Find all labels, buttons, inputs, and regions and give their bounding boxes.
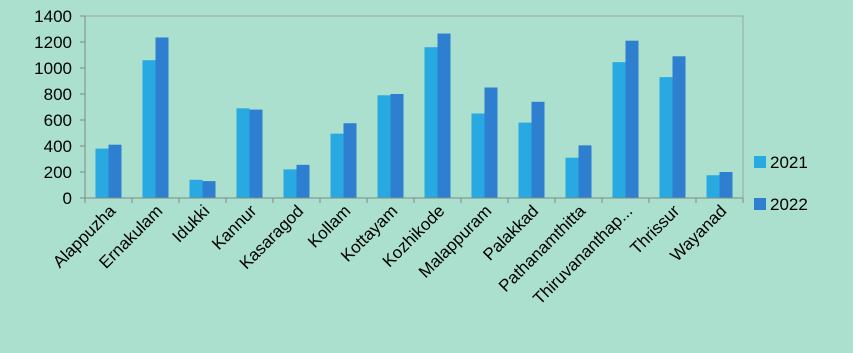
bar-2022-kozhikode: [437, 33, 451, 198]
y-tick-label: 1200: [34, 33, 72, 52]
bar-2022-kottayam: [390, 94, 404, 198]
bar-2022-kasaragod: [296, 164, 310, 198]
y-axis-ticks: 0 200 400 600 800 1000 1200 1400: [34, 7, 85, 208]
y-tick-label: 400: [44, 137, 72, 156]
legend: 2021 2022: [754, 153, 808, 214]
bar-2021-kasaragod: [283, 169, 297, 198]
y-tick-label: 1400: [34, 7, 72, 26]
legend-label-2021: 2021: [770, 153, 808, 172]
bar-2021-thiruvananthap: [612, 62, 626, 199]
legend-swatch-2022: [754, 198, 766, 210]
bar-2022-kollam: [343, 123, 357, 198]
bar-2022-kannur: [249, 109, 263, 198]
bar-2021-kollam: [330, 133, 344, 198]
bar-2022-alappuzha: [108, 144, 122, 198]
y-tick-label: 1000: [34, 59, 72, 78]
bar-2021-kottayam: [377, 95, 391, 198]
legend-swatch-2021: [754, 156, 766, 168]
bar-2021-kannur: [236, 108, 250, 198]
bar-2022-pathanamthitta: [578, 145, 592, 198]
y-tick-label: 200: [44, 163, 72, 182]
bar-2022-palakkad: [531, 101, 545, 198]
bar-2021-kozhikode: [424, 47, 438, 199]
bar-2021-ernakulam: [142, 60, 156, 199]
bar-2022-idukki: [202, 181, 216, 198]
bar-2021-thrissur: [659, 77, 673, 198]
y-tick-label: 600: [44, 111, 72, 130]
plot-area: [84, 15, 744, 199]
bar-2021-malappuram: [471, 113, 485, 198]
x-tick-label: Idukki: [168, 201, 213, 246]
bars-group: [95, 33, 733, 199]
bar-2021-alappuzha: [95, 148, 109, 198]
y-tick-label: 800: [44, 85, 72, 104]
bar-2022-thrissur: [672, 56, 686, 198]
legend-label-2022: 2022: [770, 195, 808, 214]
bar-2021-palakkad: [518, 122, 532, 198]
bar-2022-ernakulam: [155, 37, 169, 199]
bar-2022-malappuram: [484, 87, 498, 198]
bar-2022-thiruvananthap: [625, 40, 639, 199]
bar-2021-pathanamthitta: [565, 157, 579, 198]
bar-2021-idukki: [189, 179, 203, 198]
bar-2022-wayanad: [719, 172, 733, 198]
y-tick-label: 0: [63, 189, 72, 208]
bar-2021-wayanad: [706, 175, 720, 198]
